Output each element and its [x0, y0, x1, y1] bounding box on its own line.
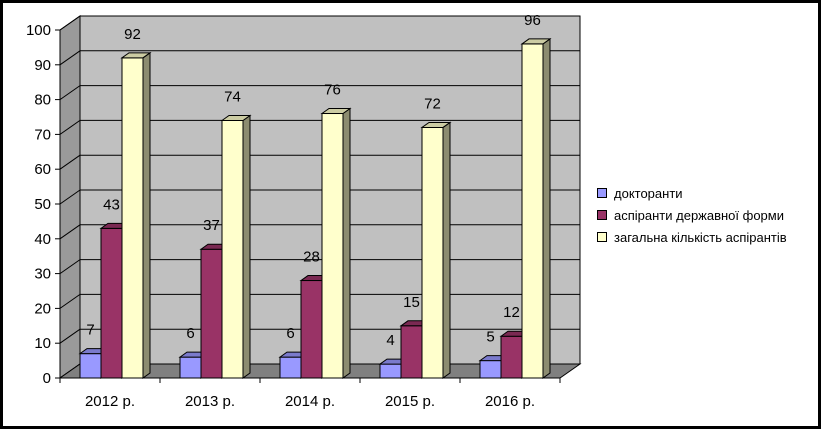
- bars: [78, 37, 552, 379]
- bar-top: [520, 38, 552, 45]
- x-axis: 2012 р. 2013 р. 2014 р. 2015 р. 2016 р.: [59, 377, 561, 410]
- gridline-side: [59, 224, 81, 240]
- data-label: 43: [103, 196, 120, 213]
- gridline-side: [59, 189, 81, 205]
- legend-item-total-postgrad: загальна кількість аспірантів: [597, 226, 787, 248]
- bar: [120, 51, 152, 379]
- data-label: 74: [224, 88, 241, 105]
- data-label: 76: [324, 82, 341, 99]
- gridline-side: [59, 259, 81, 275]
- y-tick-label: 60: [34, 161, 51, 178]
- bar: [320, 107, 352, 379]
- y-tick-label: 80: [34, 92, 51, 109]
- bar: [520, 37, 552, 379]
- bar-front: [121, 57, 144, 379]
- legend-swatch-total-postgrad: [597, 232, 607, 242]
- data-label: 7: [86, 322, 94, 339]
- data-label: 72: [424, 95, 441, 112]
- bar: [420, 121, 452, 379]
- legend: докторанти аспіранти державної форми заг…: [597, 182, 787, 248]
- gridline-side: [59, 154, 81, 170]
- bar-front: [379, 363, 402, 379]
- gridline-side: [59, 119, 81, 135]
- bar-side: [242, 114, 251, 379]
- bar-front: [200, 248, 223, 379]
- bar: [220, 114, 252, 379]
- x-tick-label: 2014 р.: [285, 393, 335, 410]
- bar-front: [79, 353, 102, 379]
- y-tick-label: 100: [26, 22, 51, 39]
- y-tick-label: 10: [34, 335, 51, 352]
- bar-front: [221, 119, 244, 379]
- legend-label-doctoral: докторанти: [614, 185, 683, 201]
- bar-top: [320, 108, 352, 115]
- bar-front: [479, 360, 502, 379]
- data-labels: 7 43 92 6 37 74 6 28 76 4 15 72 5 12 96: [86, 12, 541, 349]
- data-label: 37: [203, 217, 220, 234]
- bar-top: [420, 121, 452, 128]
- data-label: 96: [524, 12, 541, 29]
- data-label: 6: [286, 325, 294, 342]
- data-label: 5: [486, 329, 494, 346]
- x-tick-label: 2013 р.: [185, 393, 235, 410]
- y-tick-label: 70: [34, 126, 51, 143]
- bar-front: [300, 280, 323, 379]
- bar-top: [120, 52, 152, 59]
- bar-side: [442, 121, 451, 379]
- y-tick-label: 30: [34, 266, 51, 283]
- bar-front: [500, 335, 523, 379]
- data-label: 12: [503, 304, 520, 321]
- bar-side: [342, 107, 351, 379]
- y-tick-label: 40: [34, 231, 51, 248]
- data-label: 92: [124, 26, 141, 43]
- x-tick-label: 2012 р.: [85, 393, 135, 410]
- x-tick-label: 2015 р.: [385, 393, 435, 410]
- y-tick-label: 0: [43, 370, 51, 387]
- bar-front: [421, 126, 444, 379]
- gridline-side: [59, 293, 81, 309]
- y-axis: 0 10 20 30 40 50 60 70 80 90 100: [26, 22, 61, 387]
- data-label: 28: [303, 249, 320, 266]
- data-label: 4: [386, 332, 394, 349]
- bar-front: [400, 325, 423, 379]
- legend-label-total-postgrad: загальна кількість аспірантів: [614, 229, 787, 245]
- y-tick-label: 90: [34, 57, 51, 74]
- data-label: 6: [186, 325, 194, 342]
- gridline-side: [59, 15, 81, 31]
- bar-top: [220, 114, 252, 121]
- bar-front: [279, 356, 302, 379]
- gridline-side: [59, 328, 81, 344]
- data-label: 15: [403, 294, 420, 311]
- legend-swatch-doctoral: [597, 188, 607, 198]
- bar-front: [100, 227, 123, 379]
- y-tick-label: 50: [34, 196, 51, 213]
- legend-item-state-postgrad: аспіранти державної форми: [597, 204, 787, 226]
- gridline-side: [59, 50, 81, 66]
- bar-front: [179, 356, 202, 379]
- bar-front: [521, 43, 544, 379]
- legend-item-doctoral: докторанти: [597, 182, 787, 204]
- gridline-side: [59, 85, 81, 101]
- legend-swatch-state-postgrad: [597, 210, 607, 220]
- x-tick-label: 2016 р.: [485, 393, 535, 410]
- legend-label-state-postgrad: аспіранти державної форми: [614, 207, 784, 223]
- bar-side: [142, 51, 151, 379]
- y-tick-label: 20: [34, 300, 51, 317]
- bar-front: [321, 113, 344, 379]
- bar-side: [542, 37, 551, 379]
